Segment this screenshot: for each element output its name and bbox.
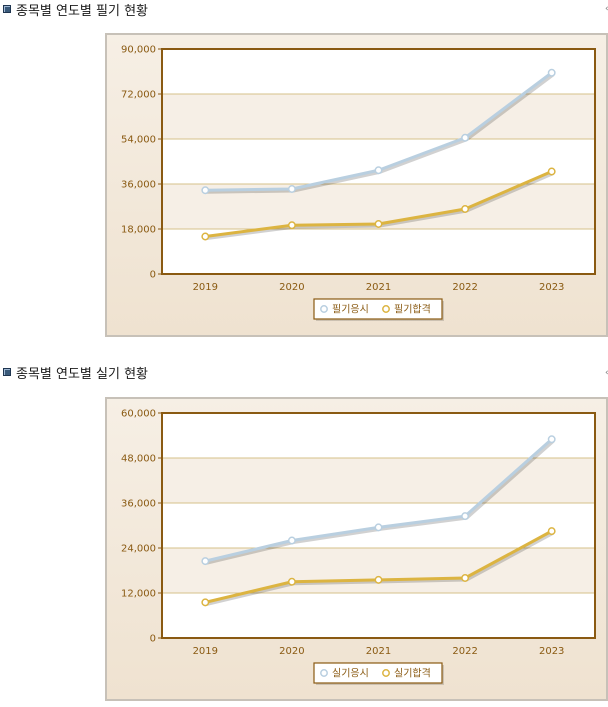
y-tick-label: 36,000: [121, 499, 156, 510]
data-point: [374, 220, 383, 228]
data-point: [547, 167, 556, 176]
section-title-text: 종목별 연도별 실기 현황: [16, 366, 148, 382]
plot-area: [162, 49, 595, 274]
legend-box: [313, 298, 443, 320]
legend-marker: [320, 669, 328, 677]
y-tick-label: 72,000: [121, 90, 156, 101]
y-tick-label: 0: [150, 634, 156, 645]
legend-label: 필기응시: [332, 304, 369, 316]
data-point: [201, 232, 210, 241]
legend-marker: [382, 669, 390, 677]
legend-marker: [320, 305, 328, 313]
data-point: [201, 598, 210, 607]
y-tick-label: 18,000: [121, 225, 156, 236]
x-tick-label: 2022: [452, 282, 477, 293]
x-tick-label: 2021: [366, 646, 391, 657]
x-tick-label: 2023: [539, 282, 564, 293]
data-point: [201, 186, 210, 195]
x-tick-label: 2020: [279, 282, 304, 293]
data-point: [461, 512, 470, 521]
section-title-practical: 종목별 연도별 실기 현황: [3, 363, 148, 382]
x-tick-label: 2021: [366, 282, 391, 293]
data-point: [461, 133, 470, 142]
data-point: [374, 575, 383, 584]
y-tick-label: 0: [150, 270, 156, 281]
y-tick-label: 54,000: [121, 135, 156, 146]
x-tick-label: 2019: [193, 646, 218, 657]
section-title-written: 종목별 연도별 필기 현황: [3, 0, 148, 19]
data-point: [374, 166, 383, 175]
bullet-icon: [3, 5, 11, 13]
legend-box: [313, 662, 443, 684]
scroll-edge-mark: ‹: [605, 370, 608, 377]
x-tick-label: 2019: [193, 282, 218, 293]
data-point: [547, 68, 556, 77]
x-tick-label: 2023: [539, 646, 564, 657]
y-tick-label: 12,000: [121, 589, 156, 600]
legend-label: 필기합격: [394, 303, 431, 316]
practical-chart-panel: 0 12,000 24,000 36,000 48,000 60,000 2019 2020 2…: [105, 397, 608, 701]
x-tick-label: 2020: [279, 646, 304, 657]
data-point: [461, 205, 470, 213]
data-point: [547, 527, 556, 536]
data-point: [287, 221, 296, 230]
data-point: [547, 435, 556, 444]
plot-border: [161, 412, 596, 639]
y-tick-label: 36,000: [121, 180, 156, 191]
x-tick-label: 2022: [452, 646, 477, 657]
y-tick-label: 60,000: [121, 409, 156, 420]
data-point: [287, 577, 296, 586]
written-chart-panel: 0 18,000 36,000 54,000 72,000 90,000 2019 2020 2…: [105, 33, 608, 337]
legend-label: 실기합격: [394, 667, 431, 680]
scroll-edge-mark: ‹: [605, 6, 608, 13]
legend-marker: [382, 305, 390, 313]
legend-label: 실기응시: [332, 668, 369, 680]
plot-border: [161, 48, 596, 275]
bullet-icon: [3, 368, 11, 376]
grid-band: [162, 458, 595, 503]
data-point: [201, 557, 210, 566]
data-point: [461, 574, 470, 582]
section-title-text: 종목별 연도별 필기 현황: [16, 3, 148, 19]
data-point: [287, 185, 296, 193]
written-exam-chart: 0 18,000 36,000 54,000 72,000 90,000 2019 2020 2…: [121, 45, 596, 321]
y-tick-label: 90,000: [121, 45, 156, 56]
y-tick-label: 48,000: [121, 454, 156, 465]
data-point: [287, 536, 296, 545]
data-point: [374, 523, 383, 532]
y-tick-label: 24,000: [121, 544, 156, 555]
practical-exam-chart: 0 12,000 24,000 36,000 48,000 60,000 2019 2020 2…: [121, 409, 596, 685]
grid-band: [162, 94, 595, 139]
